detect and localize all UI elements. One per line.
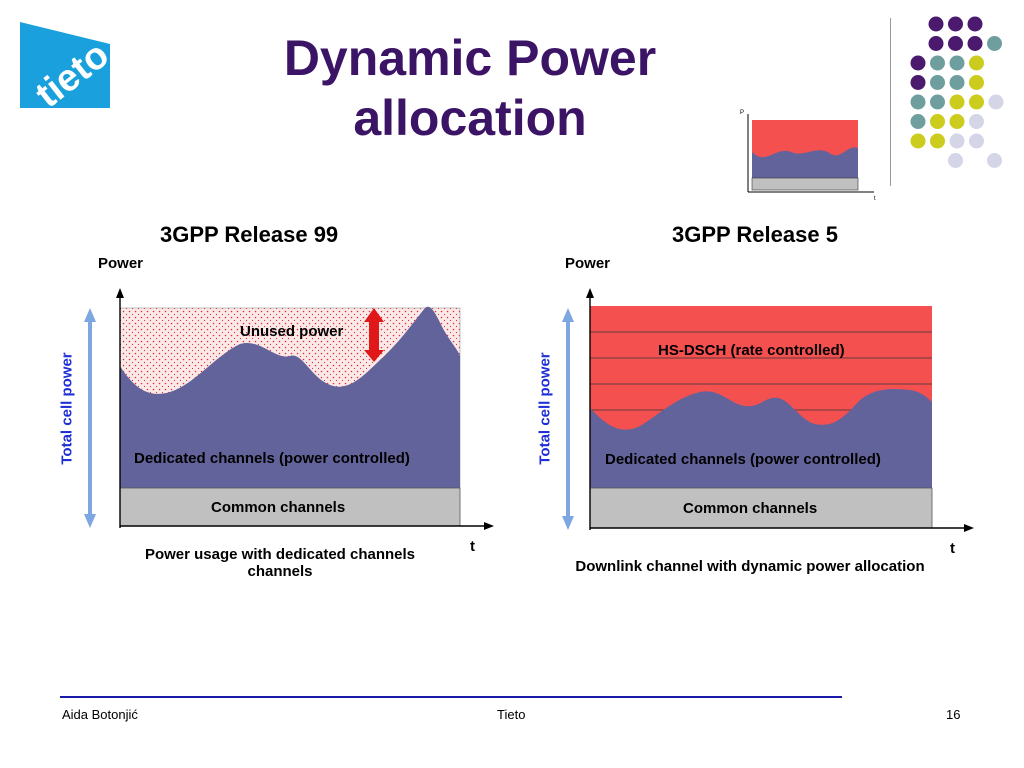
decorative-dot <box>949 75 965 90</box>
logo-graphic: tieto <box>20 22 117 116</box>
left-dedicated-label: Dedicated channels (power controlled) <box>134 450 410 467</box>
right-diagram <box>562 288 974 532</box>
decorative-dot <box>910 133 926 149</box>
decorative-dot <box>987 153 1002 168</box>
right-common-area <box>589 487 933 529</box>
decorative-dot <box>930 133 945 149</box>
right-y-arrowhead <box>586 288 594 298</box>
footer-page-number: 16 <box>946 707 961 722</box>
left-common-label: Common channels <box>211 499 346 516</box>
left-caption-line1: Power usage with dedicated channels <box>144 546 416 563</box>
footer-author: Aida Botonjić <box>62 707 138 722</box>
left-x-arrowhead <box>484 522 494 530</box>
decorative-dot <box>949 55 965 71</box>
tieto-logo: tieto <box>20 22 117 116</box>
footer-company: Tieto <box>497 707 526 722</box>
right-total-arrow-bottom <box>562 516 574 530</box>
title-line1: Dynamic Power <box>283 30 657 86</box>
right-caption: Downlink channel with dynamic power allo… <box>575 558 925 575</box>
left-dedicated-area <box>120 306 460 488</box>
left-caption-line2: channels <box>247 563 313 580</box>
decorative-dot <box>949 133 965 149</box>
footer-line <box>60 696 842 698</box>
right-dedicated-label: Dedicated channels (power controlled) <box>605 451 881 468</box>
left-unused-arrow-top <box>364 308 384 322</box>
left-total-arrow-top <box>84 308 96 322</box>
decorative-dot <box>969 114 984 129</box>
decorative-dot <box>987 36 1002 51</box>
right-x-arrowhead <box>964 524 974 532</box>
decorative-dot <box>949 94 965 110</box>
decorative-dot <box>948 153 963 168</box>
header-divider <box>890 18 891 186</box>
left-total-label-wrap: Total cell power <box>2 352 132 464</box>
decorative-dot <box>948 16 963 32</box>
left-unused-arrow-shaft <box>369 320 379 352</box>
left-unused-label: Unused power <box>240 323 344 340</box>
right-common-label: Common channels <box>683 500 818 517</box>
decorative-dot <box>967 16 983 32</box>
title-line2: allocation <box>353 90 587 146</box>
left-y-arrowhead <box>116 288 124 298</box>
decorative-dot <box>948 36 963 51</box>
mini-common-area <box>751 177 859 191</box>
left-total-arrow-bottom <box>84 514 96 528</box>
right-heading: 3GPP Release 5 <box>672 222 838 247</box>
decorative-dot <box>969 94 984 110</box>
left-x-axis-label: t <box>470 538 475 555</box>
decorative-dot <box>910 75 926 90</box>
decorative-dot <box>969 55 984 71</box>
decorative-dot <box>910 94 926 110</box>
left-diagram <box>84 288 494 530</box>
mini-chart: P t <box>736 106 886 202</box>
decorative-dot <box>969 133 984 149</box>
left-heading: 3GPP Release 99 <box>160 222 339 247</box>
decorative-dots <box>910 16 1004 168</box>
decorative-dot <box>930 94 945 110</box>
decorative-dot <box>988 94 1004 110</box>
right-dedicated-area <box>590 389 932 488</box>
left-unused-arrow-bottom <box>364 350 384 362</box>
left-y-axis-label: Power <box>98 255 144 272</box>
left-common-area <box>119 487 461 527</box>
mini-t-label: t <box>874 196 876 202</box>
decorative-dot <box>969 75 984 90</box>
right-total-label: Total cell power <box>536 352 554 465</box>
right-x-axis-label: t <box>950 540 955 557</box>
mini-p-label: P <box>740 110 744 116</box>
decorative-dot <box>928 16 944 32</box>
right-y-axis-label: Power <box>565 255 611 272</box>
slide-title: Dynamic Power allocation <box>200 28 740 148</box>
decorative-dot <box>967 36 983 51</box>
mini-dedicated-area <box>752 147 858 178</box>
decorative-dot <box>930 55 945 71</box>
decorative-dot <box>949 114 965 129</box>
left-total-label: Total cell power <box>58 352 76 465</box>
decorative-dot <box>910 114 926 129</box>
right-total-arrow-top <box>562 308 574 322</box>
right-hsdsch-label: HS-DSCH (rate controlled) <box>658 342 845 359</box>
decorative-dot <box>930 75 945 90</box>
decorative-dot <box>928 36 944 51</box>
right-total-label-wrap: Total cell power <box>480 352 610 464</box>
decorative-dot <box>930 114 945 129</box>
left-caption: Power usage with dedicated channels chan… <box>110 546 450 580</box>
decorative-dot <box>910 55 926 71</box>
